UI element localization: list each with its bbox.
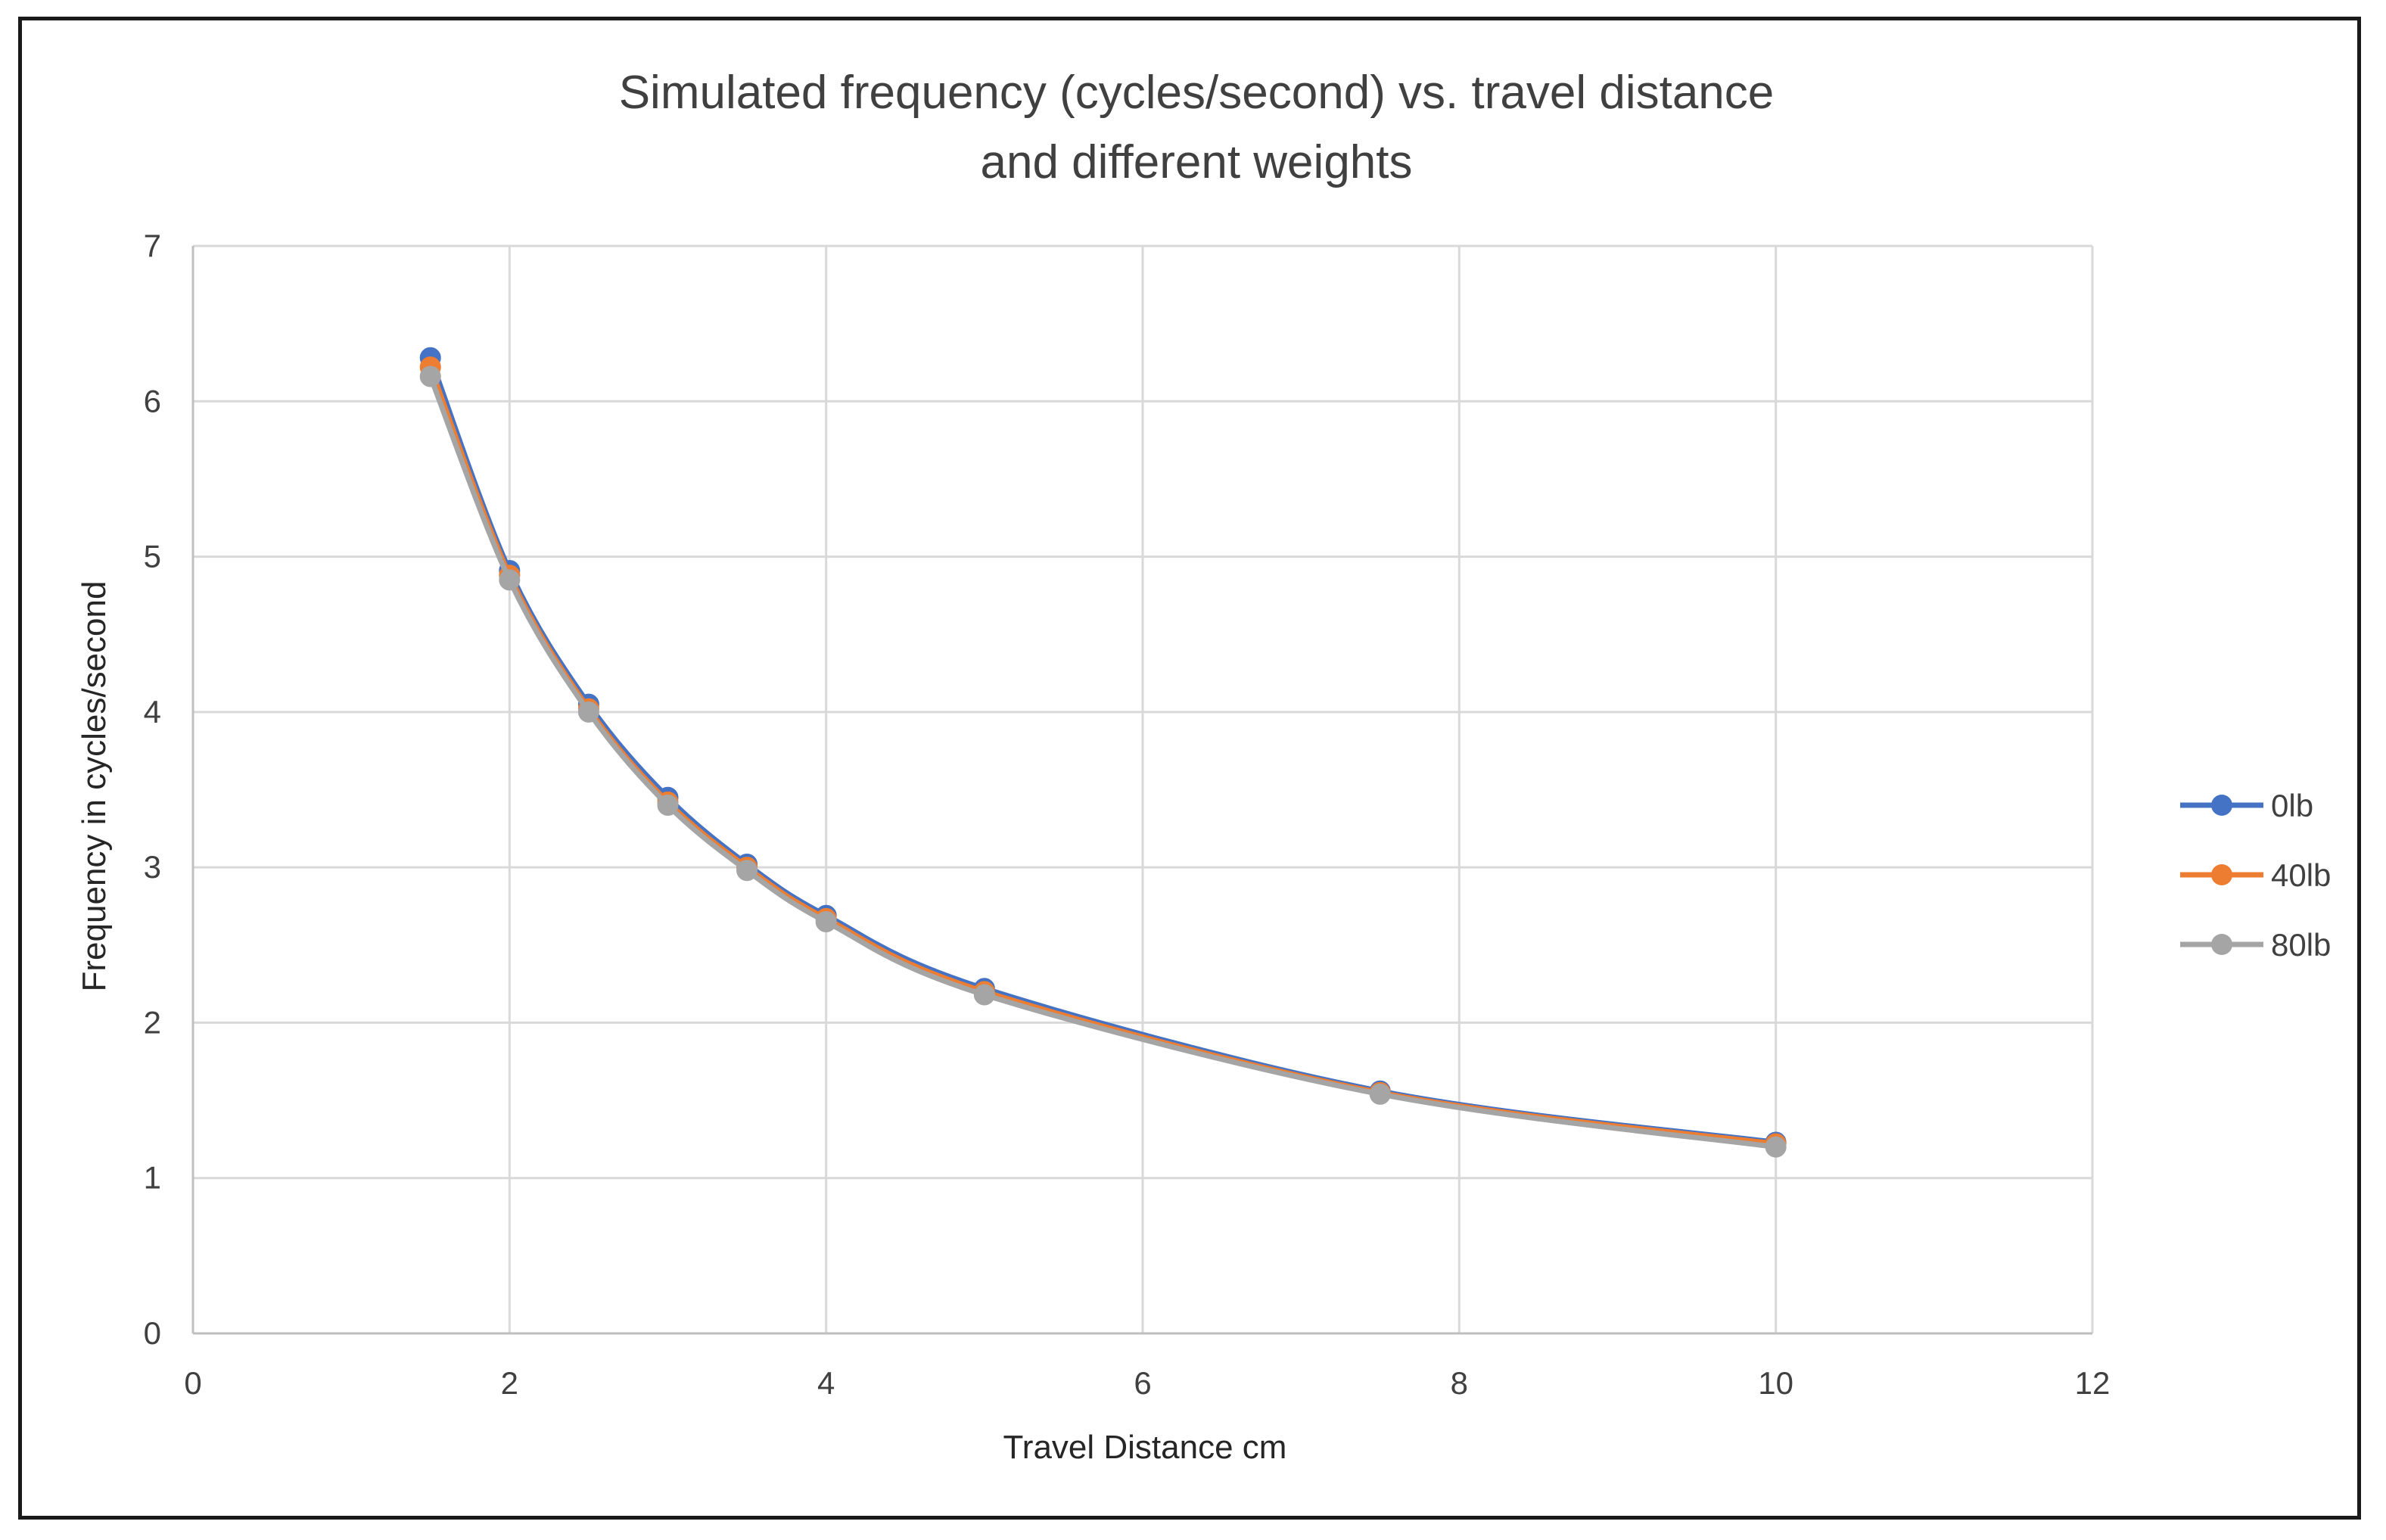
y-tick-label: 5 bbox=[144, 539, 161, 574]
data-point bbox=[1765, 1136, 1787, 1158]
data-point bbox=[577, 701, 599, 723]
chart-frame: Simulated frequency (cycles/second) vs. … bbox=[18, 17, 2361, 1520]
y-tick-label: 6 bbox=[144, 383, 161, 418]
legend-marker bbox=[2211, 795, 2232, 816]
y-axis-title: Frequency in cycles/second bbox=[76, 581, 113, 992]
x-tick-label: 8 bbox=[1451, 1365, 1468, 1401]
x-tick-label: 10 bbox=[1758, 1365, 1793, 1401]
x-tick-label: 12 bbox=[2075, 1365, 2111, 1401]
y-tick-label: 2 bbox=[144, 1004, 161, 1040]
legend-item: 80lb bbox=[2180, 927, 2331, 963]
grid bbox=[191, 244, 2094, 1335]
y-tick-labels: 0 1 2 3 4 5 6 7 bbox=[144, 228, 161, 1351]
x-tick-label: 2 bbox=[501, 1365, 518, 1401]
chart-title-line: Simulated frequency (cycles/second) vs. … bbox=[619, 67, 1775, 119]
y-tick-label: 1 bbox=[144, 1160, 161, 1196]
series-80lb bbox=[419, 366, 1787, 1158]
data-point bbox=[973, 984, 995, 1006]
y-tick-label: 3 bbox=[144, 849, 161, 885]
legend-item: 40lb bbox=[2180, 857, 2331, 893]
data-point bbox=[1369, 1083, 1391, 1105]
chart-svg: Simulated frequency (cycles/second) vs. … bbox=[76, 67, 2331, 1466]
series-area bbox=[419, 347, 1787, 1158]
x-axis-title: Travel Distance cm bbox=[1003, 1429, 1287, 1466]
x-tick-label: 4 bbox=[817, 1365, 835, 1401]
legend-item: 0lb bbox=[2180, 788, 2313, 823]
legend-label: 80lb bbox=[2271, 927, 2331, 963]
legend-label: 40lb bbox=[2271, 857, 2331, 893]
data-point bbox=[815, 910, 837, 932]
plot-area-border bbox=[191, 246, 2092, 1335]
legend-label: 0lb bbox=[2271, 788, 2313, 823]
data-point bbox=[657, 795, 679, 817]
y-tick-label: 4 bbox=[144, 694, 161, 730]
x-tick-label: 0 bbox=[184, 1365, 201, 1401]
chart-title-line: and different weights bbox=[980, 136, 1412, 188]
y-tick-label: 7 bbox=[144, 228, 161, 263]
data-point bbox=[419, 366, 441, 387]
data-point bbox=[736, 860, 758, 882]
x-tick-label: 6 bbox=[1134, 1365, 1151, 1401]
data-point bbox=[499, 569, 521, 591]
legend-marker bbox=[2211, 934, 2232, 955]
legend-marker bbox=[2211, 864, 2232, 885]
chart-title: Simulated frequency (cycles/second) vs. … bbox=[619, 67, 1775, 188]
y-tick-label: 0 bbox=[144, 1315, 161, 1351]
x-tick-labels: 0 2 4 6 8 10 12 bbox=[184, 1365, 2110, 1401]
legend: 0lb 40lb 80lb bbox=[2180, 788, 2331, 963]
